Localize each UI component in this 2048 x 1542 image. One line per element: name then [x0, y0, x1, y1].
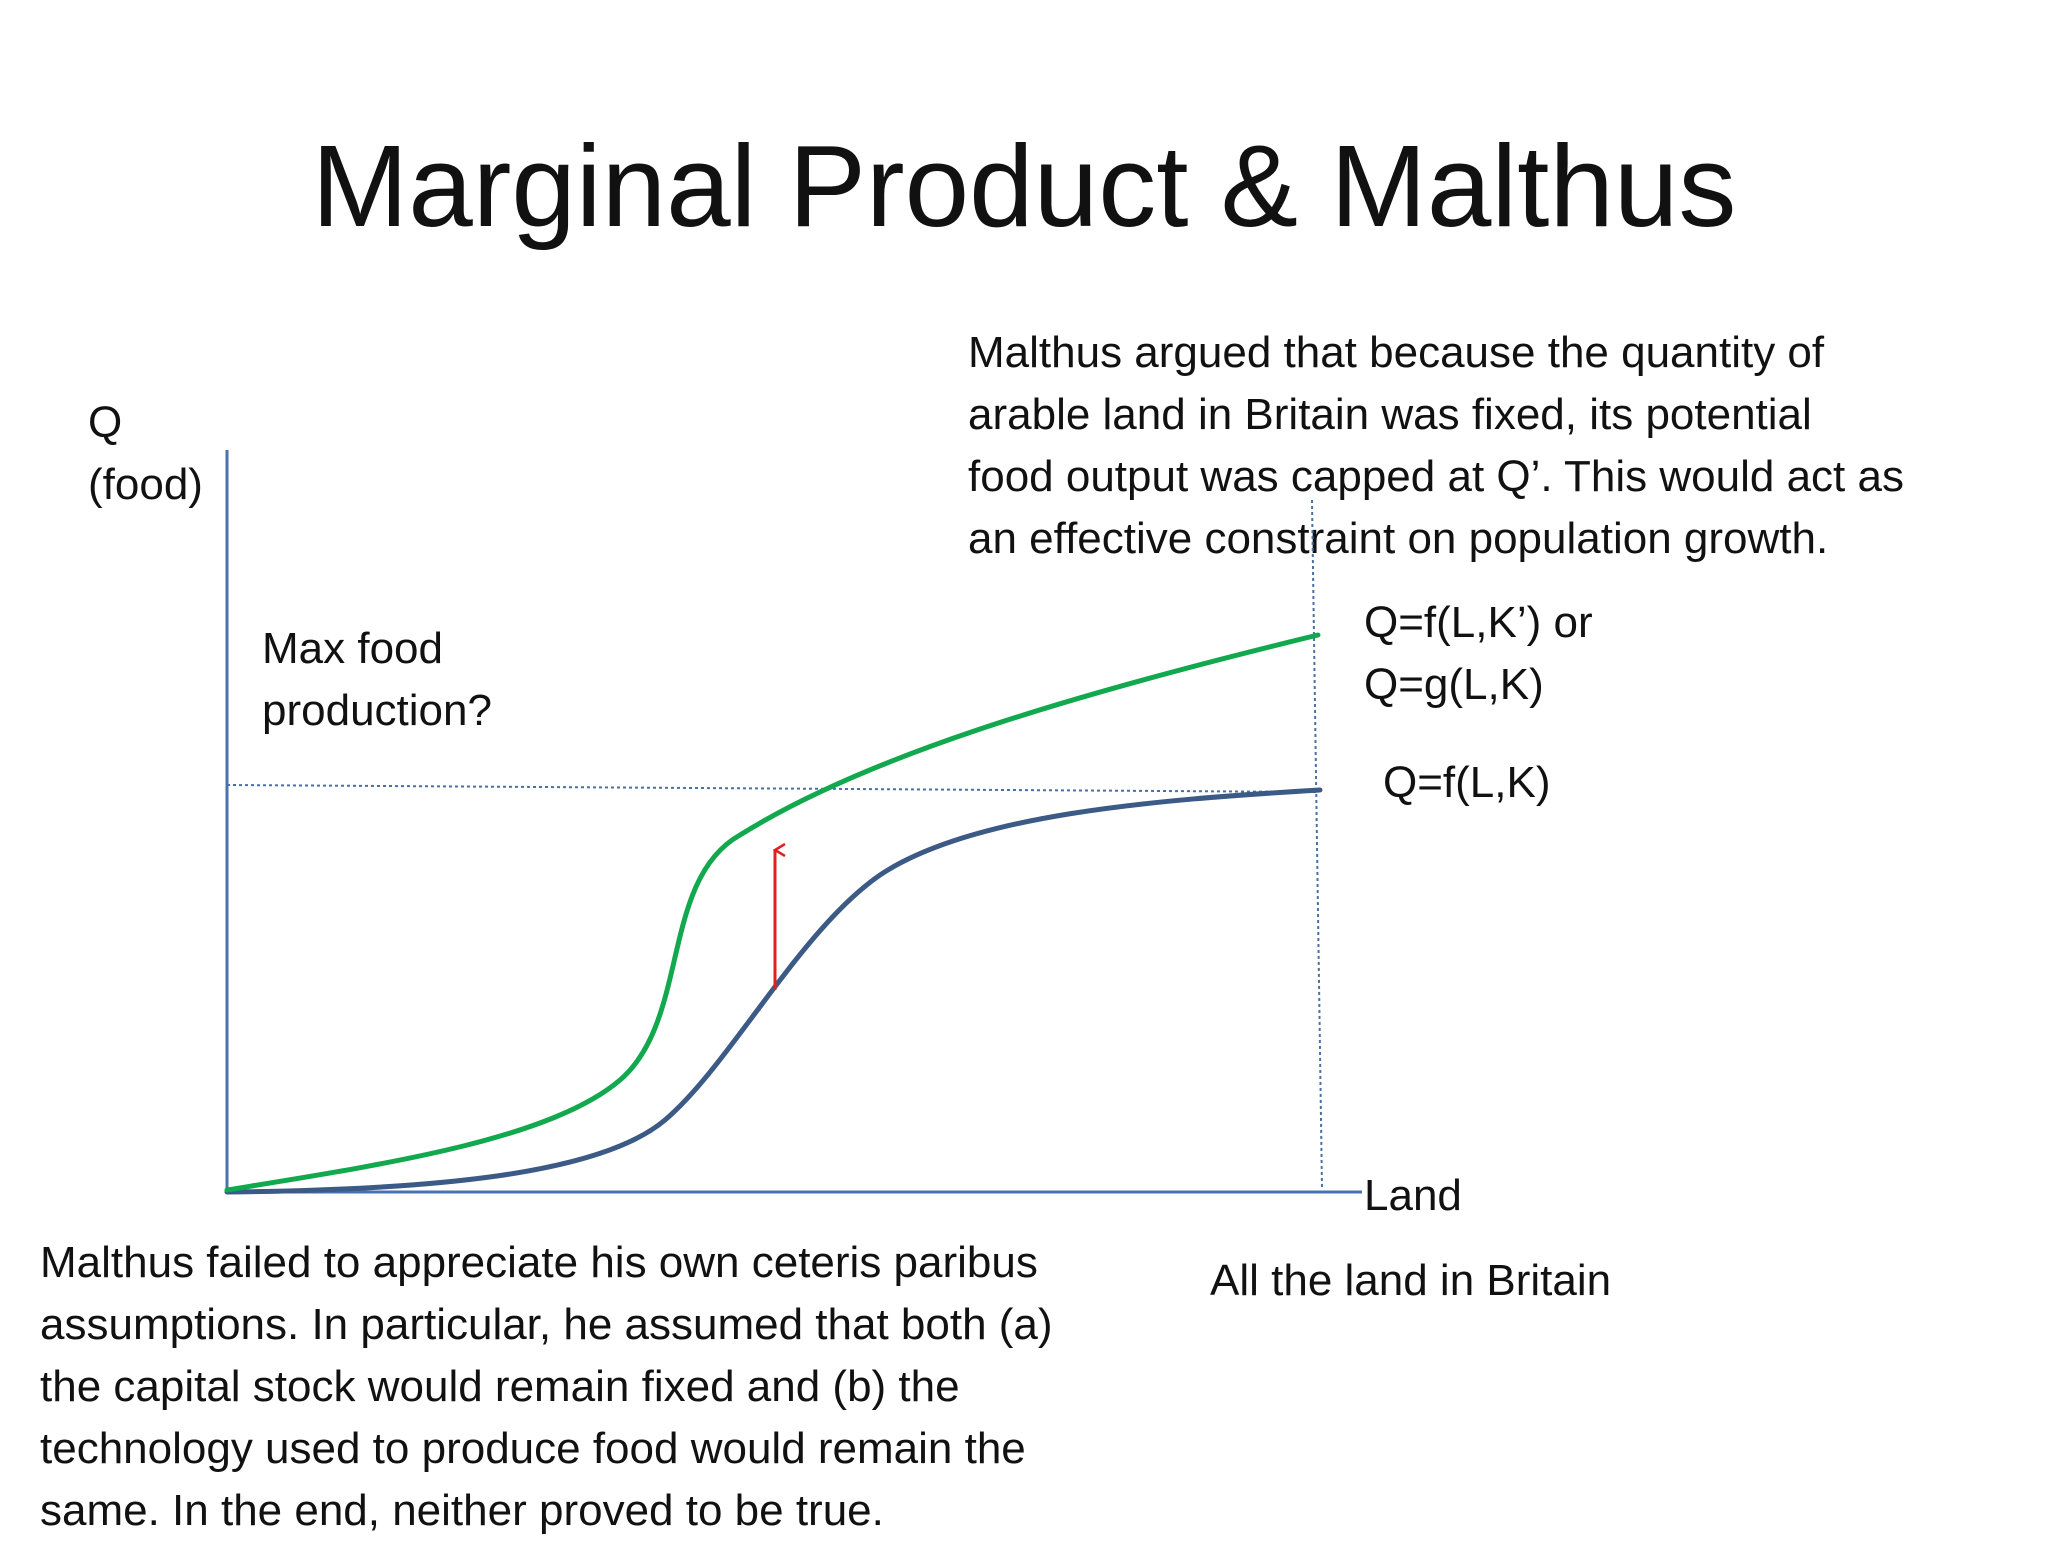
- note-line: assumptions. In particular, he assumed t…: [40, 1300, 1053, 1349]
- note-line: same. In the end, neither proved to be t…: [40, 1486, 884, 1535]
- x-axis-label: Land: [1364, 1171, 1462, 1220]
- slide-title: Marginal Product & Malthus: [311, 121, 1737, 251]
- max-food-annotation: Max food production?: [262, 618, 492, 742]
- max-food-line2: production?: [262, 686, 492, 735]
- blue-production-curve: [224, 787, 1323, 1195]
- malthus-critique-note: Malthus failed to appreciate his own cet…: [40, 1232, 1053, 1542]
- blue-curve-label: Q=f(L,K): [1383, 758, 1551, 807]
- y-axis-label: Q (food): [88, 392, 203, 516]
- all-land-label: All the land in Britain: [1210, 1256, 1612, 1305]
- malthus-argument-note: Malthus argued that because the quantity…: [968, 322, 1904, 570]
- green-curve-label-line1: Q=f(L,K’) or: [1364, 598, 1593, 647]
- note-line: the capital stock would remain fixed and…: [40, 1362, 960, 1411]
- note-line: food output was capped at Q’. This would…: [968, 452, 1904, 501]
- note-line: Malthus argued that because the quantity…: [968, 328, 1825, 377]
- max-output-guide-line: [226, 784, 1319, 793]
- note-line: Malthus failed to appreciate his own cet…: [40, 1238, 1038, 1287]
- green-production-curve: [224, 632, 1321, 1193]
- green-curve-label: Q=f(L,K’) or Q=g(L,K): [1364, 592, 1593, 716]
- y-axis-label-line1: Q: [88, 398, 123, 447]
- max-food-line1: Max food: [262, 624, 443, 673]
- y-axis-label-line2: (food): [88, 460, 203, 509]
- note-line: technology used to produce food would re…: [40, 1424, 1026, 1473]
- note-line: arable land in Britain was fixed, its po…: [968, 390, 1812, 439]
- all-land-guide-line: [1311, 499, 1323, 1189]
- green-curve-label-line2: Q=g(L,K): [1364, 660, 1544, 709]
- note-line: an effective constraint on population gr…: [968, 514, 1829, 563]
